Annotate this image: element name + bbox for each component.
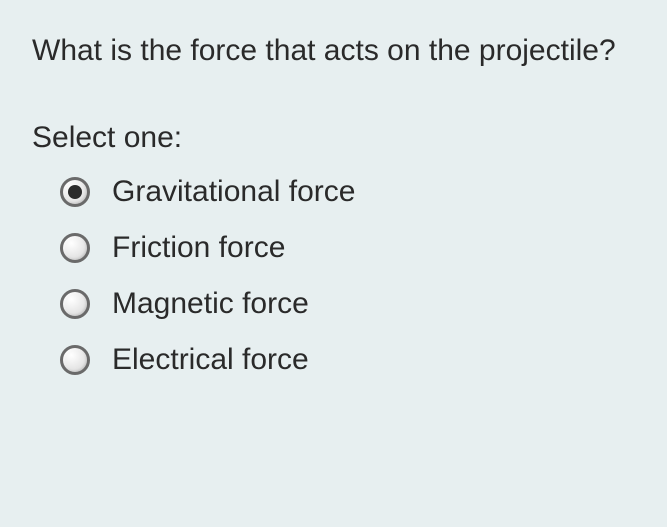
radio-outer-icon bbox=[60, 289, 90, 319]
radio-outer-icon bbox=[60, 345, 90, 375]
option-label: Friction force bbox=[112, 231, 285, 265]
radio-friction[interactable] bbox=[60, 233, 90, 263]
options-group: Gravitational force Friction force Magne… bbox=[32, 175, 635, 377]
option-label: Gravitational force bbox=[112, 175, 355, 209]
radio-magnetic[interactable] bbox=[60, 289, 90, 319]
option-friction[interactable]: Friction force bbox=[60, 231, 635, 265]
radio-gravitational[interactable] bbox=[60, 177, 90, 207]
radio-inner-icon bbox=[68, 185, 82, 199]
option-electrical[interactable]: Electrical force bbox=[60, 343, 635, 377]
option-label: Magnetic force bbox=[112, 287, 309, 321]
question-text: What is the force that acts on the proje… bbox=[32, 28, 635, 73]
option-gravitational[interactable]: Gravitational force bbox=[60, 175, 635, 209]
radio-outer-icon bbox=[60, 233, 90, 263]
option-label: Electrical force bbox=[112, 343, 309, 377]
radio-electrical[interactable] bbox=[60, 345, 90, 375]
select-prompt: Select one: bbox=[32, 121, 635, 155]
option-magnetic[interactable]: Magnetic force bbox=[60, 287, 635, 321]
